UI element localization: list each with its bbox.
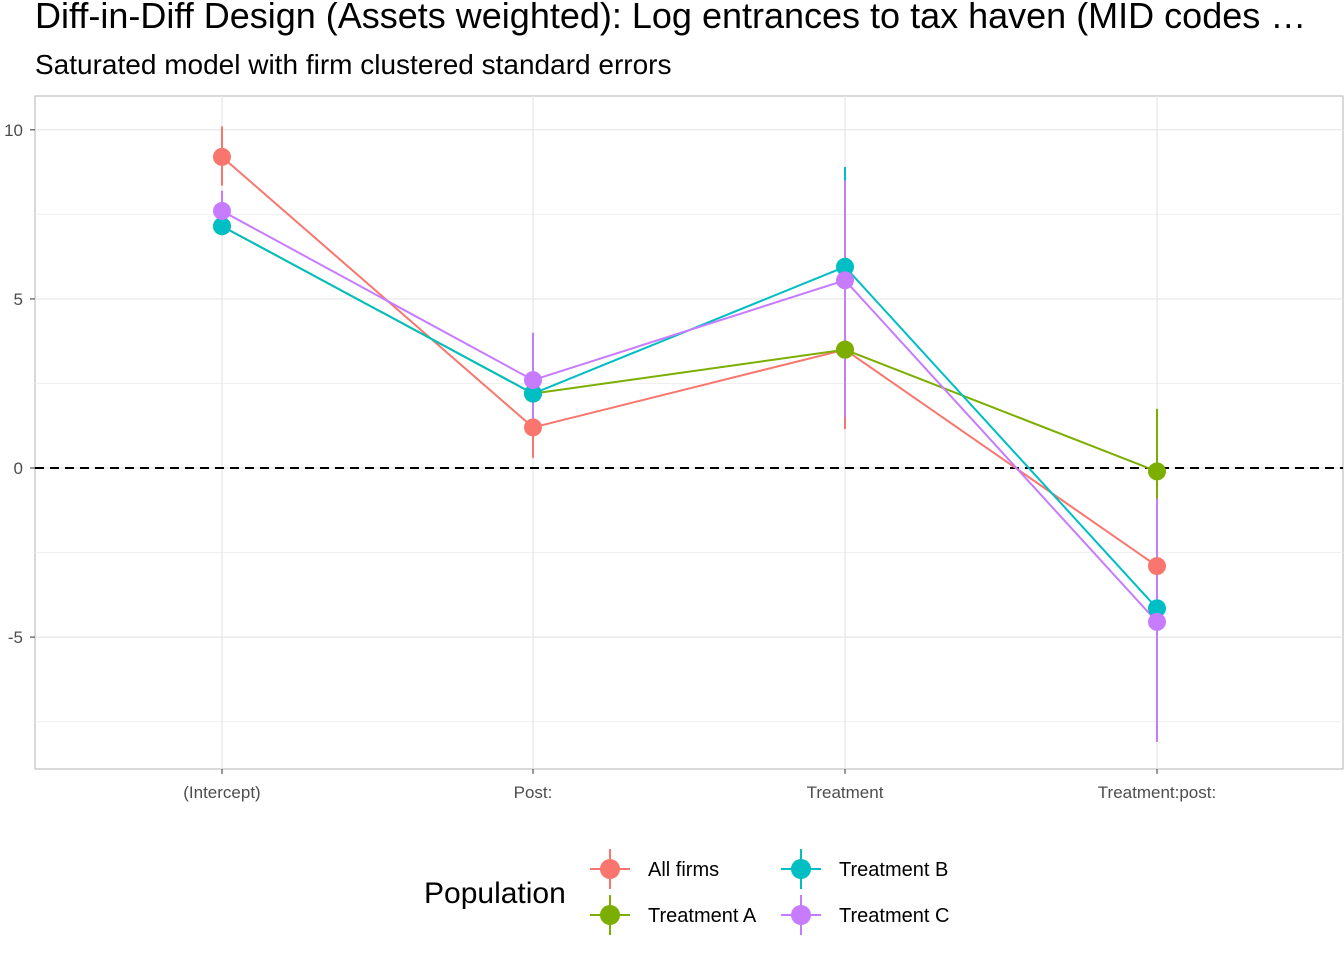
series-line-treatment-c	[221, 210, 1158, 623]
y-axis: -5 0 5 10	[4, 121, 35, 647]
plot-panel	[34, 95, 1344, 770]
series-line-all-firms	[221, 156, 1158, 567]
legend-label: All firms	[648, 859, 719, 881]
legend-key-point	[600, 905, 620, 925]
x-tick-label: Treatment:post:	[1098, 783, 1216, 802]
y-tick-label: -5	[8, 628, 23, 647]
data-point-treatment-c	[524, 371, 542, 390]
legend-title: Population	[424, 877, 566, 910]
data-point-treatment-c	[836, 271, 854, 290]
data-point-treatment-a	[836, 340, 854, 359]
legend-label: Treatment B	[839, 859, 948, 881]
data-point-all-firms	[213, 147, 231, 166]
legend-items: All firms Treatment A Treatment B Treatment…	[590, 849, 949, 935]
legend-key-point	[600, 859, 620, 879]
legend-item-treatment-b: Treatment B	[781, 849, 948, 889]
x-tick-label: Post:	[514, 783, 553, 802]
y-tick-label: 10	[4, 121, 23, 140]
plot-panel-background	[34, 95, 1344, 770]
legend: Population All firms Treatment A Treatment…	[424, 849, 949, 935]
data-point-all-firms	[1148, 557, 1166, 576]
chart-subtitle: Saturated model with firm clustered stan…	[35, 49, 672, 80]
data-point-treatment-b	[213, 217, 231, 236]
legend-item-all-firms: All firms	[590, 849, 719, 889]
data-point-all-firms	[524, 418, 542, 437]
legend-key-point	[791, 905, 811, 925]
data-point-treatment-c	[213, 201, 231, 220]
x-axis: (Intercept) Post: Treatment Treatment:post:	[183, 769, 1216, 802]
series-points	[213, 147, 1166, 631]
data-point-treatment-b	[1148, 599, 1166, 618]
legend-item-treatment-a: Treatment A	[590, 895, 757, 935]
y-tick-label: 5	[14, 290, 23, 309]
data-point-treatment-c	[1148, 612, 1166, 631]
x-tick-label: (Intercept)	[183, 783, 260, 802]
chart-title: Diff-in-Diff Design (Assets weighted): L…	[35, 0, 1306, 36]
series-lines	[221, 156, 1158, 623]
legend-label: Treatment C	[839, 905, 949, 927]
data-point-treatment-b	[836, 257, 854, 276]
x-tick-label: Treatment	[807, 783, 884, 802]
minor-grid	[35, 213, 1343, 723]
legend-label: Treatment A	[648, 905, 757, 927]
data-point-treatment-a	[1148, 462, 1166, 481]
data-point-treatment-b	[524, 384, 542, 403]
y-tick-label: 0	[14, 459, 23, 478]
legend-key-point	[791, 859, 811, 879]
legend-item-treatment-c: Treatment C	[781, 895, 949, 935]
